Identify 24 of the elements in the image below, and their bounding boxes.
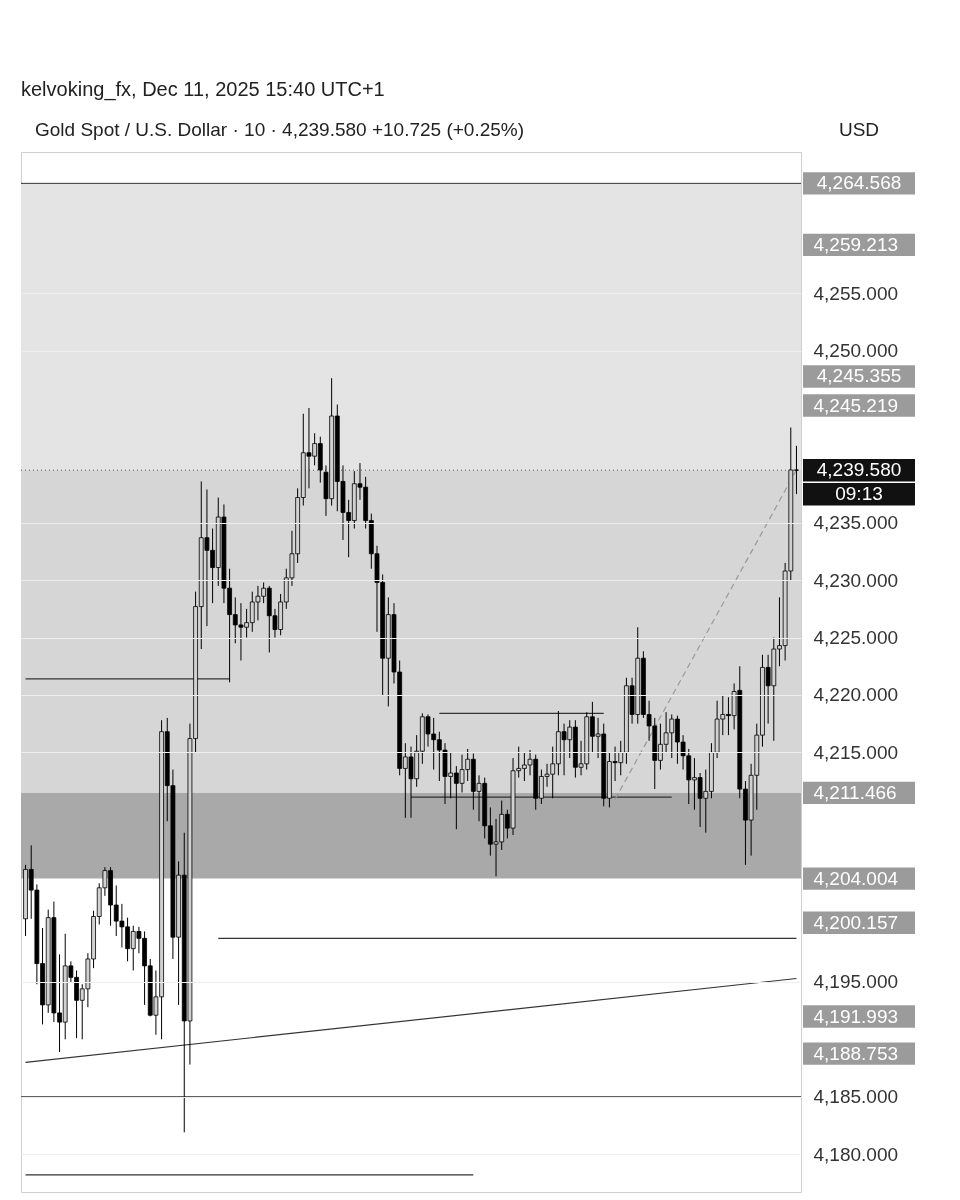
- y-tick-label: 4,180.000: [813, 1143, 899, 1165]
- y-axis-title: USD: [838, 119, 880, 140]
- y-tick-label: 4,211.466: [813, 782, 897, 804]
- y-tick-label: 4,204.004: [813, 868, 899, 890]
- ref-line-label: 4,264.568: [816, 172, 902, 194]
- y-tick-label: 4,245.219: [813, 394, 899, 416]
- y-tick-label: 4,220.000: [813, 684, 899, 706]
- chart-title: Gold Spot / U.S. Dollar · 10 · 4,239.580 +10.725 (+0.25%): [35, 119, 525, 140]
- y-tick-label: 4,259.213: [813, 234, 899, 256]
- y-tick-label: 4,250.000: [813, 340, 899, 362]
- y-tick-label: 4,255.000: [813, 282, 899, 304]
- text: 09:13: [835, 483, 883, 505]
- y-tick-label: 4,225.000: [813, 627, 899, 649]
- text: 4,245.355: [816, 365, 902, 387]
- y-tick-label: 4,195.000: [813, 971, 899, 993]
- y-tick-label: 4,200.157: [813, 912, 899, 934]
- ref-line-label: 4,239.580: [816, 459, 902, 481]
- y-tick-label: 4,191.993: [813, 1005, 899, 1027]
- y-tick-label: 4,188.753: [813, 1043, 899, 1065]
- y-tick-label: 4,185.000: [813, 1086, 899, 1108]
- y-tick-label: 4,235.000: [813, 512, 899, 534]
- y-tick-label: 4,215.000: [813, 741, 899, 763]
- y-tick-label: 4,230.000: [813, 569, 899, 591]
- text: kelvoking_fx, Dec 11, 2025 15:40 UTC+1: [21, 78, 385, 101]
